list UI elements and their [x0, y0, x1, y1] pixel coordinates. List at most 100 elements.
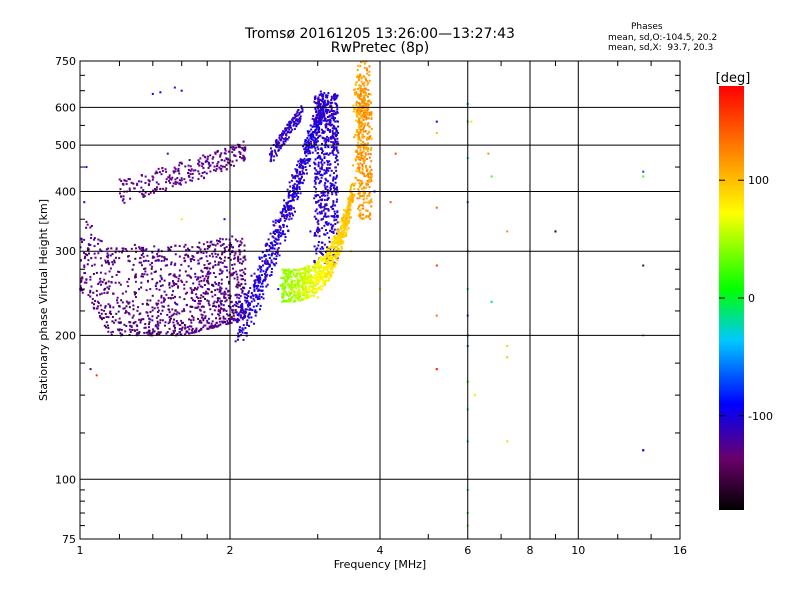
data-point	[355, 92, 358, 95]
data-point	[321, 227, 324, 230]
data-point	[324, 194, 327, 197]
data-point	[83, 238, 86, 241]
data-point	[142, 260, 145, 263]
data-point	[164, 189, 167, 192]
data-point	[320, 166, 323, 169]
data-point	[211, 295, 214, 298]
data-point	[341, 219, 344, 222]
data-point	[294, 284, 297, 287]
data-point	[207, 282, 210, 285]
data-point	[308, 291, 311, 294]
data-point	[277, 140, 280, 143]
data-point	[192, 282, 195, 285]
data-point	[321, 269, 324, 272]
data-point	[159, 274, 162, 277]
data-point	[300, 285, 303, 288]
data-point	[276, 248, 279, 251]
data-point	[268, 153, 271, 156]
data-point	[329, 114, 332, 117]
data-point	[288, 286, 291, 289]
data-point	[274, 219, 277, 222]
data-point	[325, 268, 328, 271]
data-point	[153, 256, 156, 259]
data-point	[127, 254, 130, 257]
data-point	[490, 300, 493, 303]
data-point	[329, 182, 332, 185]
data-point	[335, 128, 338, 131]
data-point	[246, 319, 249, 322]
data-point	[155, 181, 158, 184]
data-point	[304, 162, 307, 165]
data-point	[172, 331, 175, 334]
data-point	[356, 108, 359, 111]
data-point	[213, 309, 216, 312]
data-point	[328, 229, 331, 232]
data-point	[83, 264, 86, 267]
data-point	[298, 113, 301, 116]
data-point	[94, 299, 97, 302]
data-point	[140, 275, 143, 278]
data-point	[258, 297, 261, 300]
data-point	[303, 160, 306, 163]
data-point	[342, 225, 345, 228]
data-point	[336, 249, 339, 252]
data-point	[285, 203, 288, 206]
data-point	[269, 242, 272, 245]
data-point	[363, 102, 366, 105]
data-point	[177, 167, 180, 170]
data-point	[115, 312, 118, 315]
data-point	[338, 253, 341, 256]
data-point	[320, 206, 323, 209]
data-point	[249, 308, 252, 311]
data-point	[134, 257, 137, 260]
data-point	[319, 157, 322, 160]
data-point	[137, 306, 140, 309]
data-point	[359, 217, 362, 220]
data-point	[118, 192, 121, 195]
data-point	[205, 251, 208, 254]
data-point	[335, 218, 338, 221]
data-point	[286, 202, 289, 205]
data-point	[321, 259, 324, 262]
data-point	[190, 276, 193, 279]
data-point	[366, 103, 369, 106]
data-point	[361, 117, 364, 120]
data-point	[162, 297, 165, 300]
data-point	[288, 121, 291, 124]
data-point	[223, 247, 226, 250]
data-point	[273, 149, 276, 152]
data-point	[305, 145, 308, 148]
data-point	[359, 65, 362, 68]
data-point	[209, 154, 212, 157]
data-point	[316, 146, 319, 149]
data-point	[283, 130, 286, 133]
data-point	[124, 330, 127, 333]
data-point	[278, 254, 281, 257]
data-point	[313, 215, 316, 218]
data-point	[309, 124, 312, 127]
data-point	[237, 281, 240, 284]
data-point	[243, 256, 246, 259]
data-point	[318, 263, 321, 266]
data-point	[253, 310, 256, 313]
data-point	[111, 275, 114, 278]
data-point	[236, 278, 239, 281]
data-point	[304, 268, 307, 271]
data-point	[315, 248, 318, 251]
data-point	[260, 265, 263, 268]
data-point	[236, 338, 239, 341]
data-point	[222, 309, 225, 312]
data-point	[337, 131, 340, 134]
data-point	[339, 228, 342, 231]
data-point	[255, 287, 258, 290]
data-point	[361, 168, 364, 171]
data-point	[202, 305, 205, 308]
data-point	[332, 253, 335, 256]
data-point	[293, 122, 296, 125]
data-point	[243, 157, 246, 160]
data-point	[307, 272, 310, 275]
data-point	[364, 191, 367, 194]
data-point	[270, 160, 273, 163]
data-point	[126, 280, 129, 283]
